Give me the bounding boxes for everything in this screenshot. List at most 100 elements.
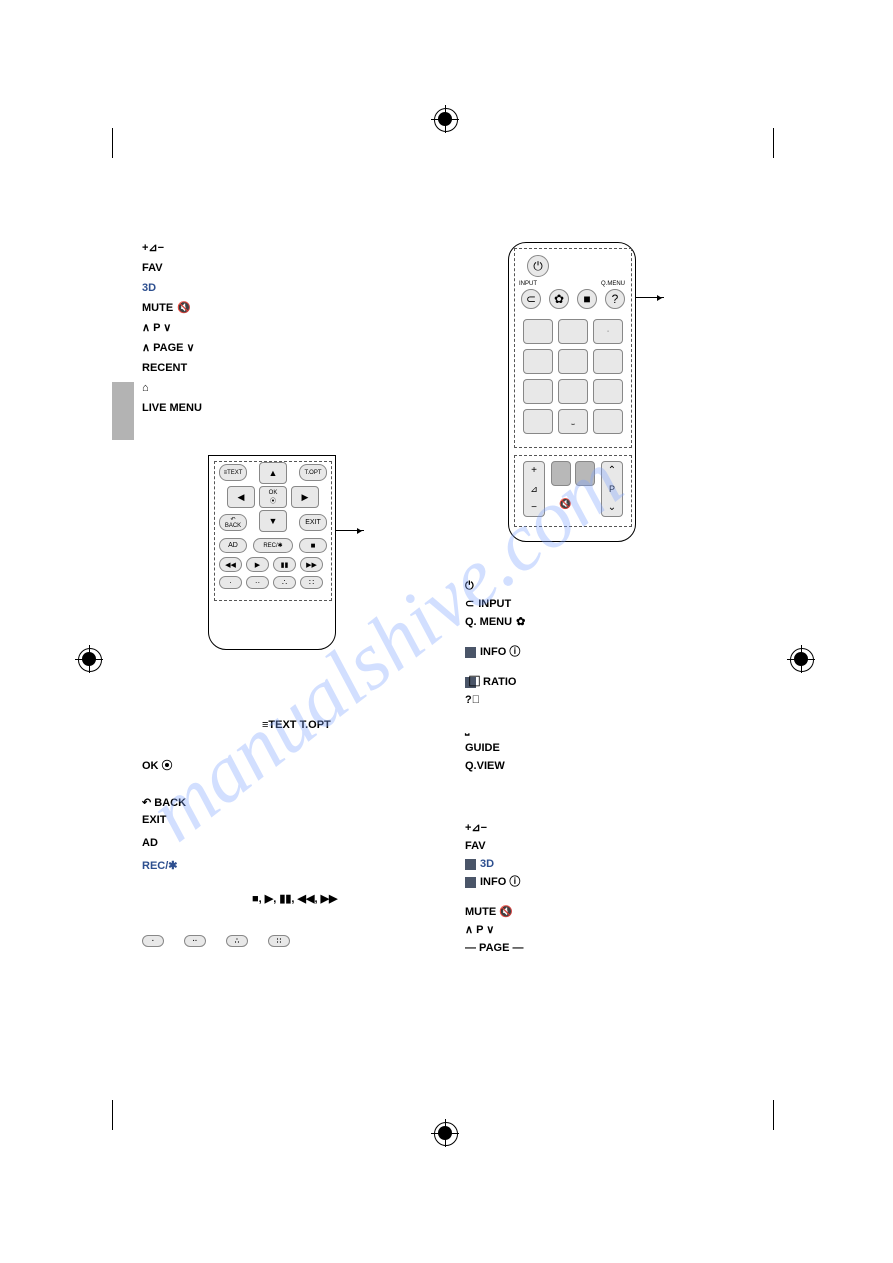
right-labels-1: ⏻ ⊂INPUT Q. MENU✿ INFO ⓘ ⃞ RATIO ?⃞ ⎵ GU… xyxy=(465,578,525,776)
crop-mark xyxy=(773,128,774,158)
num-4-button[interactable] xyxy=(523,349,553,374)
up-button[interactable]: ▲ xyxy=(259,462,287,484)
ch-up: ⌃ xyxy=(608,465,616,476)
registration-mark xyxy=(434,108,456,130)
info-button[interactable] xyxy=(575,461,595,486)
fav-button[interactable] xyxy=(551,461,571,486)
input-button[interactable]: ⊂ xyxy=(521,289,541,309)
ratio-button[interactable]: ■ xyxy=(577,289,597,309)
mute-indicator: 🔇 xyxy=(559,499,571,510)
label-info2: INFO ⓘ xyxy=(465,874,523,890)
label-qview: Q.VIEW xyxy=(465,758,525,774)
remote-2-body: ⏻ INPUT Q.MENU ⊂ ✿ ■ ? · ⎵ + ⊿ − xyxy=(508,242,636,542)
right-button[interactable]: ▶ xyxy=(291,486,319,508)
registration-mark xyxy=(78,648,100,670)
text-button[interactable]: ≡TEXT xyxy=(219,464,247,481)
color-1-button[interactable]: · xyxy=(219,576,242,589)
rec-button[interactable]: REC/✱ xyxy=(253,538,293,553)
exit-button[interactable]: EXIT xyxy=(299,514,327,531)
num-6-button[interactable] xyxy=(593,349,623,374)
pause-button[interactable]: ▮▮ xyxy=(273,557,296,572)
input-icon: ⊂ xyxy=(465,596,474,612)
remote-1-body: ≡TEXT T.OPT ▲ ◀ OK⦿ ▶ ▼ ↶BACK EXIT AD RE… xyxy=(208,455,336,650)
topt-button[interactable]: T.OPT xyxy=(299,464,327,481)
vol-minus: − xyxy=(531,502,537,513)
label-mute2: MUTE 🔇 xyxy=(465,904,523,920)
label-power: ⏻ xyxy=(465,578,525,594)
input-label: INPUT xyxy=(519,281,537,287)
qmenu-label: Q.MENU xyxy=(601,281,625,287)
down-button[interactable]: ▼ xyxy=(259,510,287,532)
num-7-button[interactable] xyxy=(523,379,553,404)
rewind-button[interactable]: ◀◀ xyxy=(219,557,242,572)
registration-mark xyxy=(434,1122,456,1144)
ad-button[interactable]: AD xyxy=(219,538,247,553)
stop-button[interactable]: ■ xyxy=(299,538,327,553)
num-1-button[interactable] xyxy=(523,319,553,344)
list-button[interactable] xyxy=(523,409,553,434)
num-5-button[interactable] xyxy=(558,349,588,374)
label-3d: 3D xyxy=(142,280,202,297)
num-8-button[interactable] xyxy=(558,379,588,404)
back-button[interactable]: ↶BACK xyxy=(219,514,247,531)
label-vol: +⊿− xyxy=(142,240,202,257)
crop-mark xyxy=(112,128,113,158)
home-icon: ⌂ xyxy=(142,380,149,397)
label-p: ∧ P ∨ xyxy=(142,320,202,337)
forward-button[interactable]: ▶▶ xyxy=(300,557,323,572)
info-square-icon xyxy=(465,647,476,658)
crop-mark xyxy=(773,1100,774,1130)
vol-plus: + xyxy=(531,465,537,476)
color-dot-1: · xyxy=(142,935,164,947)
ch-down: ⌄ xyxy=(608,502,616,513)
color-2-button[interactable]: ·· xyxy=(246,576,269,589)
volume-rocker[interactable]: + ⊿ − xyxy=(523,461,545,517)
color-dot-4: ∷ xyxy=(268,935,290,947)
gear-icon: ✿ xyxy=(516,614,525,630)
label-mute: MUTE🔇 xyxy=(142,300,202,317)
help-button[interactable]: ? xyxy=(605,289,625,309)
color-3-button[interactable]: ∴ xyxy=(273,576,296,589)
label-ad: AD xyxy=(142,836,338,851)
settings-button[interactable]: ✿ xyxy=(549,289,569,309)
callout-line xyxy=(336,530,364,531)
left-labels-block: +⊿− FAV 3D MUTE🔇 ∧ P ∨ ∧ PAGE ∨ RECENT ⌂… xyxy=(142,240,202,420)
label-info: INFO ⓘ xyxy=(465,644,525,660)
mute-icon: 🔇 xyxy=(177,300,191,317)
right-labels-2: +⊿− FAV 3D INFO ⓘ MUTE 🔇 ∧ P ∨ — PAGE — xyxy=(465,820,523,958)
label-page: ∧ PAGE ∨ xyxy=(142,340,202,357)
label-ok: OK ⦿ xyxy=(142,759,338,774)
callout-line-2 xyxy=(636,297,664,298)
channel-rocker[interactable]: ⌃ P ⌄ xyxy=(601,461,623,517)
registration-mark xyxy=(790,648,812,670)
remote-1: ≡TEXT T.OPT ▲ ◀ OK⦿ ▶ ▼ ↶BACK EXIT AD RE… xyxy=(208,455,363,675)
label-3d-2: 3D xyxy=(465,856,523,872)
num-0-button[interactable]: ⎵ xyxy=(558,409,588,434)
remote-2: ⏻ INPUT Q.MENU ⊂ ✿ ■ ? · ⎵ + ⊿ − xyxy=(508,242,660,552)
label-rec: REC/✱ xyxy=(142,859,338,874)
num-2-button[interactable] xyxy=(558,319,588,344)
num-9-button[interactable] xyxy=(593,379,623,404)
3d-square-icon xyxy=(465,859,476,870)
label-back: ↶ BACK xyxy=(142,796,338,811)
label-p2: ∧ P ∨ xyxy=(465,922,523,938)
label-fav: FAV xyxy=(142,260,202,277)
label-help: ?⃞ xyxy=(465,692,525,708)
num-3-button[interactable]: · xyxy=(593,319,623,344)
ok-button[interactable]: OK⦿ xyxy=(259,486,287,508)
label-fav2: FAV xyxy=(465,838,523,854)
ch-label: P xyxy=(609,484,615,494)
label-livemenu: LIVE MENU xyxy=(142,400,202,417)
qview-button[interactable] xyxy=(593,409,623,434)
label-space: ⎵ xyxy=(465,722,525,738)
power-button[interactable]: ⏻ xyxy=(527,255,549,277)
left-button[interactable]: ◀ xyxy=(227,486,255,508)
crop-mark xyxy=(112,1100,113,1130)
label-teletext: ≡TEXT T.OPT xyxy=(262,718,338,733)
label-input: ⊂INPUT xyxy=(465,596,525,612)
label-color-row: · ·· ∴ ∷ xyxy=(142,935,338,947)
ratio-square-icon xyxy=(465,677,476,688)
color-4-button[interactable]: ∷ xyxy=(300,576,323,589)
play-button[interactable]: ▶ xyxy=(246,557,269,572)
label-recent: RECENT xyxy=(142,360,202,377)
